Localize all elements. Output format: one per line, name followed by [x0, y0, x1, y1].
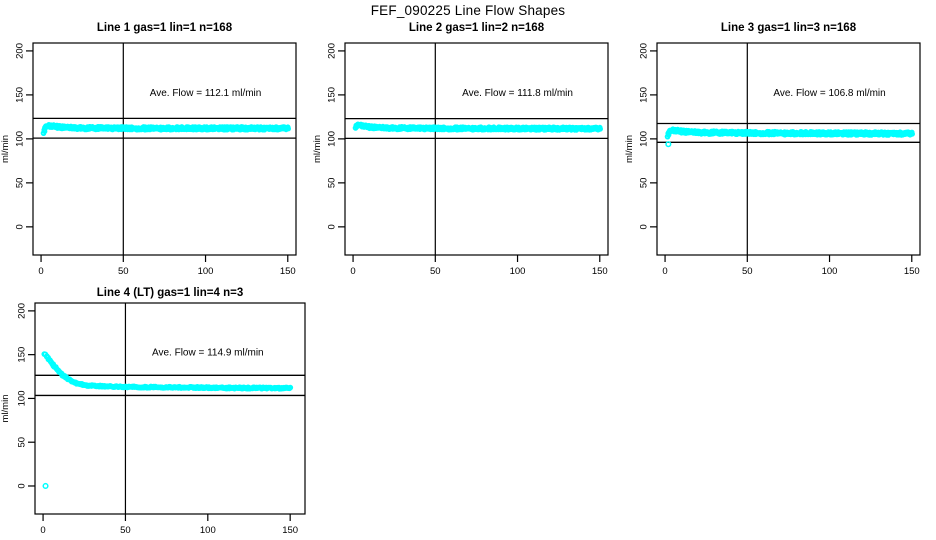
data-band: [352, 121, 603, 133]
y-tick-label: 100: [15, 131, 26, 147]
x-tick-label: 100: [822, 266, 838, 277]
y-tick-label: 150: [639, 87, 650, 103]
data-band: [40, 121, 291, 137]
y-tick-label: 50: [639, 178, 650, 189]
data-band: [41, 351, 294, 392]
data-band: [664, 126, 915, 140]
x-tick-label: 50: [120, 525, 131, 536]
outlier-point: [42, 482, 49, 490]
data-point: [597, 126, 603, 132]
y-tick-label: 0: [17, 483, 28, 488]
ave-flow-label: Ave. Flow = 106.8 ml/min: [773, 88, 885, 99]
y-tick-label: 200: [327, 43, 338, 59]
plot-svg: Line 3 gas=1 lin=3 n=168 0 50 100 150 200 0 50 1…: [624, 22, 921, 277]
x-tick-label: 100: [510, 266, 526, 277]
plot-box: [344, 42, 609, 256]
x-tick-label: 150: [592, 266, 608, 277]
y-tick-label: 50: [15, 178, 26, 189]
y-tick-label: 150: [17, 347, 28, 363]
plot-title: Line 2 gas=1 lin=2 n=168: [409, 22, 545, 34]
y-axis-label: ml/min: [624, 135, 635, 163]
plot-svg: Line 2 gas=1 lin=2 n=168 0 50 100 150 200 0 50 1…: [312, 22, 609, 277]
x-tick-label: 100: [200, 525, 216, 536]
ave-flow-label: Ave. Flow = 114.9 ml/min: [152, 348, 264, 359]
y-tick-label: 100: [17, 391, 28, 407]
data-point: [285, 125, 291, 132]
plot-svg: Line 4 (LT) gas=1 lin=4 n=3 0 50 100 150 200 0…: [0, 287, 306, 536]
outlier-point: [665, 141, 672, 148]
plot-box: [656, 42, 921, 256]
y-tick-label: 200: [639, 43, 650, 59]
y-tick-label: 150: [15, 87, 26, 103]
y-tick-label: 200: [17, 303, 28, 319]
x-tick-label: 0: [38, 266, 43, 277]
x-tick-label: 0: [40, 525, 45, 536]
x-tick-label: 0: [350, 266, 355, 277]
plot-box: [32, 42, 297, 256]
y-tick-label: 50: [327, 178, 338, 189]
subplot-line-1: Line 1 gas=1 lin=1 n=168 0 50 100 150 200 0 50 1…: [0, 18, 312, 280]
data-point: [909, 131, 915, 137]
plot-title: Line 4 (LT) gas=1 lin=4 n=3: [97, 287, 243, 299]
data-point: [287, 384, 294, 391]
y-tick-label: 0: [327, 224, 338, 229]
x-tick-label: 50: [430, 266, 441, 277]
subplot-line-2: Line 2 gas=1 lin=2 n=168 0 50 100 150 200 0 50 1…: [312, 18, 624, 280]
subplot-line-4: Line 4 (LT) gas=1 lin=4 n=3 0 50 100 150 200 0…: [0, 283, 312, 540]
ave-flow-label: Ave. Flow = 111.8 ml/min: [462, 88, 573, 99]
y-tick-label: 100: [639, 131, 650, 147]
plot-svg: Line 1 gas=1 lin=1 n=168 0 50 100 150 200 0 50 1…: [0, 22, 297, 277]
y-axis-label: ml/min: [0, 395, 11, 423]
x-tick-label: 0: [662, 266, 667, 277]
plot-box: [34, 302, 306, 515]
y-tick-label: 200: [15, 43, 26, 59]
x-tick-label: 150: [282, 525, 298, 536]
y-tick-label: 100: [327, 131, 338, 147]
y-tick-label: 0: [15, 224, 26, 229]
y-axis-label: ml/min: [312, 135, 323, 163]
x-tick-label: 150: [904, 266, 920, 277]
subplot-line-3: Line 3 gas=1 lin=3 n=168 0 50 100 150 200 0 50 1…: [624, 18, 936, 280]
plot-title: Line 1 gas=1 lin=1 n=168: [97, 22, 233, 34]
y-tick-label: 50: [17, 437, 28, 448]
x-tick-label: 50: [118, 266, 129, 277]
main-title: FEF_090225 Line Flow Shapes: [370, 3, 566, 18]
y-tick-label: 150: [327, 87, 338, 103]
x-tick-label: 50: [742, 266, 753, 277]
ave-flow-label: Ave. Flow = 112.1 ml/min: [150, 88, 262, 99]
y-axis-label: ml/min: [0, 135, 11, 163]
plot-title: Line 3 gas=1 lin=3 n=168: [721, 22, 857, 34]
y-tick-label: 0: [639, 224, 650, 229]
x-tick-label: 150: [280, 266, 296, 277]
x-tick-label: 100: [198, 266, 214, 277]
